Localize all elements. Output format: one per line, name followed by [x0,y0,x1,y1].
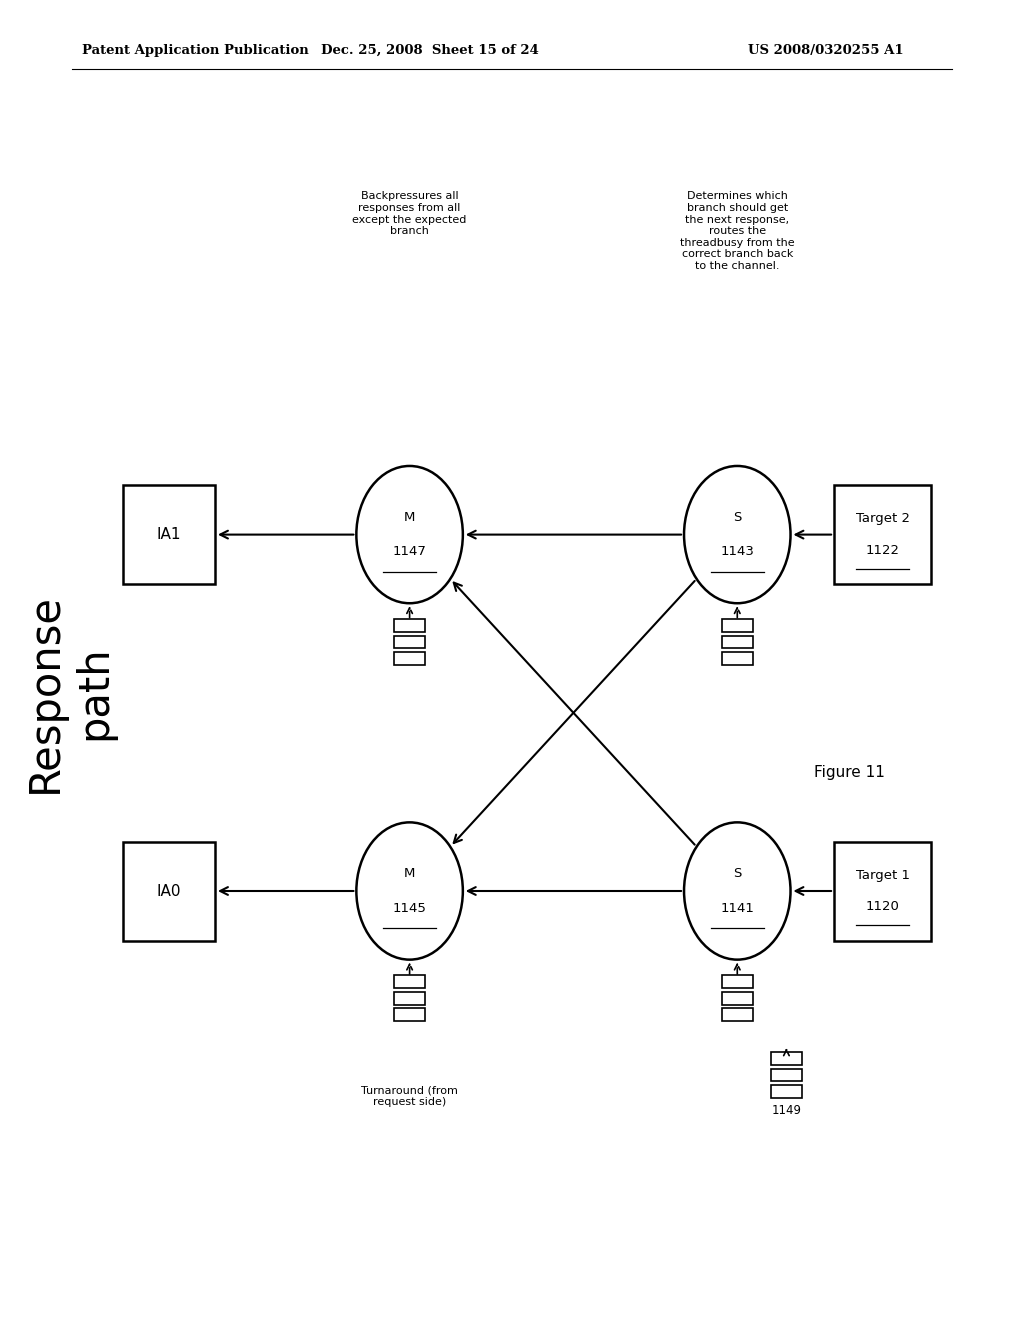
Text: Target 2: Target 2 [856,512,909,525]
Bar [394,993,425,1005]
Text: Backpressures all
responses from all
except the expected
branch: Backpressures all responses from all exc… [352,191,467,236]
Bar [123,842,215,940]
Text: Turnaround (from
request side): Turnaround (from request side) [361,1085,458,1106]
Bar [394,636,425,648]
Bar [394,652,425,665]
Text: Patent Application Publication: Patent Application Publication [82,44,308,57]
Text: S: S [733,867,741,880]
Bar [722,652,753,665]
Text: 1141: 1141 [720,902,755,915]
Text: 1120: 1120 [865,900,900,913]
Text: 1149: 1149 [771,1104,802,1117]
Text: Response
path: Response path [25,593,115,793]
Text: IA1: IA1 [157,527,181,543]
Bar [123,486,215,583]
Text: US 2008/0320255 A1: US 2008/0320255 A1 [748,44,903,57]
Bar [722,993,753,1005]
Bar [394,619,425,632]
Text: Dec. 25, 2008  Sheet 15 of 24: Dec. 25, 2008 Sheet 15 of 24 [322,44,539,57]
Text: Figure 11: Figure 11 [814,764,886,780]
Bar [394,975,425,987]
Text: Determines which
branch should get
the next response,
routes the
threadbusy from: Determines which branch should get the n… [680,191,795,271]
Bar [771,1069,802,1081]
Bar [722,1008,753,1022]
Text: M: M [403,511,416,524]
Bar [771,1052,802,1064]
Bar [722,975,753,987]
Text: IA0: IA0 [157,883,181,899]
Bar [722,619,753,632]
Bar [834,842,932,940]
Text: S: S [733,511,741,524]
Bar [394,1008,425,1022]
Text: 1122: 1122 [865,544,900,557]
Text: 1145: 1145 [392,902,427,915]
Bar [771,1085,802,1098]
Bar [834,486,932,583]
Text: 1143: 1143 [720,545,755,558]
Text: 1147: 1147 [392,545,427,558]
Text: M: M [403,867,416,880]
Text: Target 1: Target 1 [856,869,909,882]
Bar [722,636,753,648]
